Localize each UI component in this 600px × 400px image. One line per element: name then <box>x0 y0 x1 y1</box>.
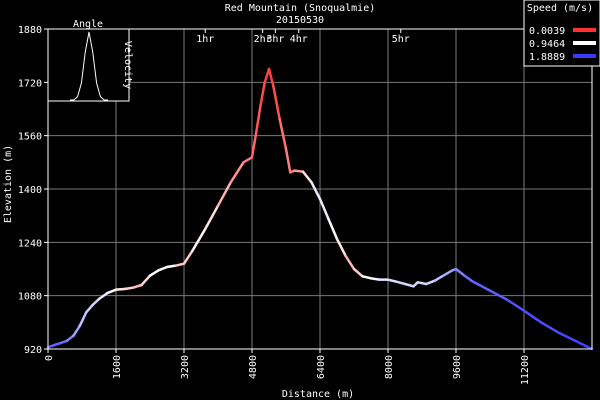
inset-polyline <box>70 31 108 101</box>
x-tick-label: 9600 <box>452 355 463 379</box>
line-segment <box>416 281 428 286</box>
line-segment <box>182 249 194 265</box>
line-segment <box>278 117 288 151</box>
line-segment <box>386 278 398 283</box>
x-tick-label: 8000 <box>384 355 395 379</box>
time-tick-label: 5hr <box>392 34 410 45</box>
line-segment <box>403 282 415 288</box>
line-segment <box>85 303 94 314</box>
line-segment <box>91 297 101 307</box>
line-segment <box>442 269 453 277</box>
line-segment <box>78 311 88 327</box>
inset-plot: Angle Velocity <box>47 19 133 102</box>
line-segment <box>463 274 475 283</box>
x-tick-label: 3200 <box>180 355 191 379</box>
line-segment <box>157 265 169 272</box>
chart-title: Red Mountain (Snoqualmie) <box>225 3 376 14</box>
legend-label: 0.0039 <box>529 26 565 37</box>
line-segment <box>216 181 232 207</box>
line-segment <box>310 181 322 201</box>
line-segment <box>123 286 135 291</box>
y-tick-label: 1240 <box>18 238 42 249</box>
line-segment <box>106 288 118 295</box>
line-segment <box>72 324 82 337</box>
y-tick-label: 1880 <box>18 25 42 36</box>
inset-side-label: Velocity <box>122 41 133 89</box>
y-tick-label: 1560 <box>18 132 42 143</box>
legend-label: 0.9464 <box>529 39 565 50</box>
line-segment <box>284 147 292 174</box>
time-tick-label: 1hr <box>196 34 214 45</box>
line-segment <box>361 275 373 280</box>
line-segment <box>301 170 313 184</box>
y-tick-label: 920 <box>24 345 42 356</box>
line-segment <box>191 227 207 252</box>
x-tick-label: 11200 <box>520 355 531 385</box>
y-tick-label: 1400 <box>18 185 42 196</box>
line-segment <box>259 81 266 107</box>
line-segment <box>454 267 466 277</box>
legend-label: 1.8889 <box>529 52 565 63</box>
line-segment <box>148 269 160 277</box>
line-segment <box>505 298 526 312</box>
line-segment <box>433 274 445 282</box>
line-segment <box>556 331 577 342</box>
inset-title: Angle <box>73 19 103 30</box>
chart-subtitle: 20150530 <box>276 15 324 26</box>
x-axis-label: Distance (m) <box>282 389 354 400</box>
line-segment <box>204 204 220 231</box>
line-segment <box>318 197 330 221</box>
line-segment <box>242 156 254 164</box>
x-tick-label: 0 <box>44 355 55 361</box>
elevation-line <box>46 67 594 351</box>
line-segment <box>573 339 594 351</box>
line-segment <box>488 289 509 301</box>
time-tick-label: 3hr <box>266 34 284 45</box>
x-tick-label: 4800 <box>248 355 259 379</box>
line-segment <box>140 274 152 287</box>
legend-items: 0.0039 0.9464 1.8889 <box>529 26 596 63</box>
legend-title: Speed (m/s) <box>527 3 593 14</box>
axes: 920 1080 1240 1400 1560 1720 1880 0 1600 3200 4800… <box>18 25 593 385</box>
line-segment <box>250 131 258 159</box>
y-tick-label: 1080 <box>18 292 42 303</box>
x-tick-label: 1600 <box>112 355 123 379</box>
line-segment <box>97 291 109 301</box>
line-segment <box>114 287 126 291</box>
line-segment <box>229 161 245 184</box>
line-segment <box>255 104 262 134</box>
line-segment <box>327 217 339 241</box>
line-segment <box>293 169 305 173</box>
inset-frame <box>47 28 130 102</box>
line-segment <box>522 309 543 324</box>
line-segment <box>352 267 364 278</box>
time-tick-label: 4hr <box>290 34 308 45</box>
y-axis-label: Elevation (m) <box>3 145 14 223</box>
line-segment <box>335 237 347 257</box>
line-segment <box>272 84 281 121</box>
line-segment <box>165 264 177 269</box>
line-segment <box>395 280 407 286</box>
x-tick-label: 6400 <box>316 355 327 379</box>
line-segment <box>174 262 186 267</box>
line-segment <box>425 279 436 286</box>
line-segment <box>539 321 560 334</box>
time-tick-label: 2hr <box>254 34 272 45</box>
line-segment <box>267 67 275 87</box>
line-segment <box>131 283 143 289</box>
line-segment <box>344 254 356 271</box>
inset-curve <box>70 31 108 101</box>
y-tick-label: 1720 <box>18 78 42 89</box>
line-segment <box>369 277 381 281</box>
speed-legend: Speed (m/s) 0.0039 0.9464 1.8889 <box>523 0 600 67</box>
line-segment <box>471 280 492 292</box>
line-segment <box>65 334 75 342</box>
